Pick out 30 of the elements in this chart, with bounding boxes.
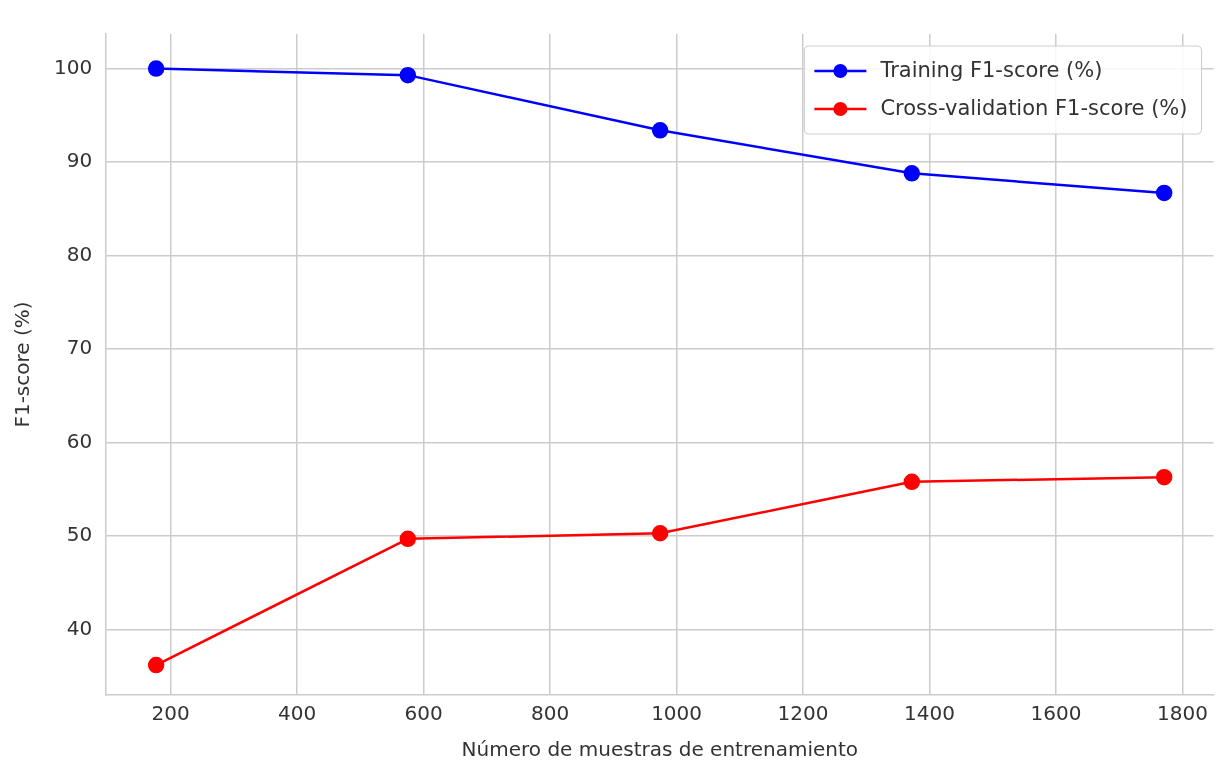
- x-axis-title: Número de muestras de entrenamiento: [461, 737, 859, 762]
- legend-label: Cross-validation F1-score (%): [880, 96, 1188, 121]
- point: [903, 473, 921, 491]
- point: [903, 165, 921, 182]
- y-tick-label: 80: [66, 241, 93, 266]
- point: [1155, 184, 1173, 202]
- point: [399, 66, 417, 84]
- x-tick-label: 1600: [1030, 701, 1082, 726]
- y-tick-label: 90: [66, 148, 93, 173]
- x-tick-label: 200: [151, 701, 190, 726]
- x-tick-label: 800: [531, 701, 570, 726]
- point: [147, 60, 165, 77]
- x-tick-label: 1800: [1157, 701, 1208, 726]
- point: [399, 530, 417, 548]
- x-tick-label: 600: [404, 701, 443, 726]
- y-tick-label: 100: [53, 54, 93, 79]
- point: [651, 525, 669, 542]
- legend-label: Training F1-score (%): [879, 58, 1103, 83]
- point: [651, 122, 669, 139]
- x-tick-label: 1200: [777, 701, 829, 726]
- x-tick-label: 1400: [904, 701, 956, 726]
- point: [147, 656, 165, 674]
- y-axis-title: F1-score (%): [10, 301, 35, 428]
- point: [1155, 468, 1173, 486]
- x-tick-label: 400: [278, 701, 317, 726]
- x-tick-label: 1000: [651, 701, 703, 726]
- y-tick-label: 70: [66, 335, 93, 360]
- y-tick-label: 50: [66, 522, 93, 547]
- y-tick-label: 60: [66, 428, 93, 453]
- y-tick-label: 40: [66, 615, 93, 640]
